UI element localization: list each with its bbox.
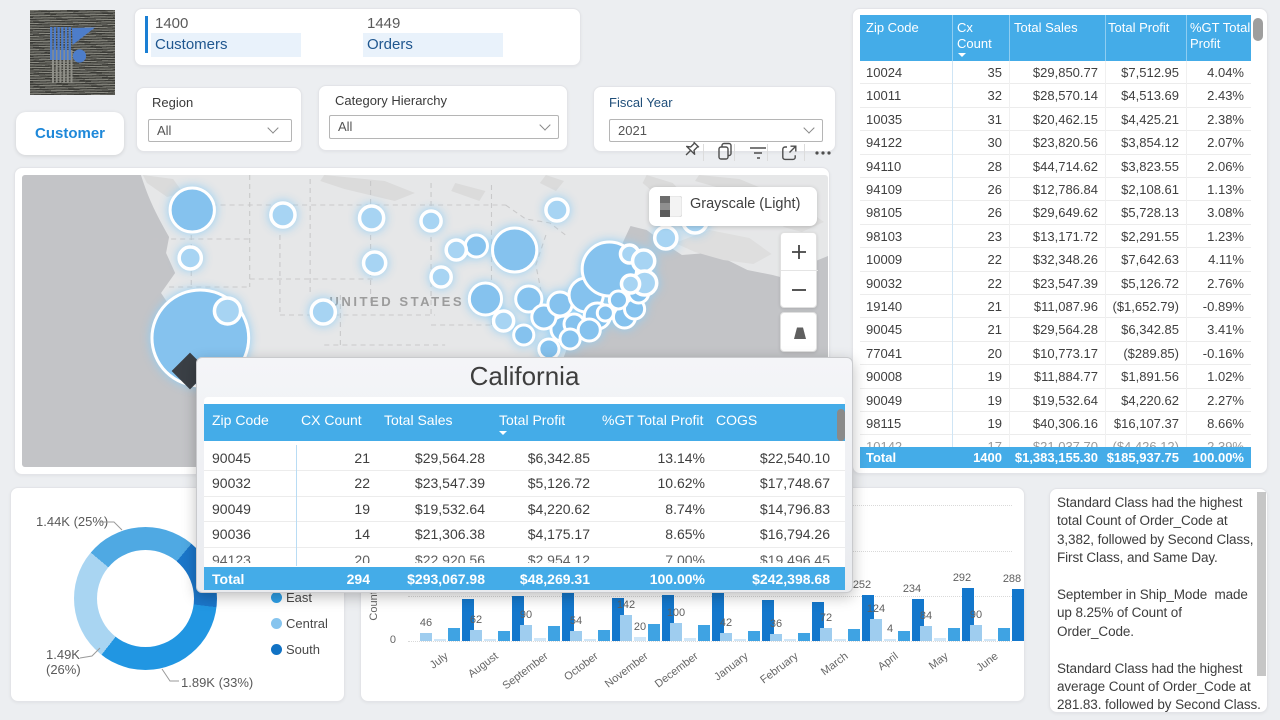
svg-text:UNITED STATES: UNITED STATES xyxy=(329,294,464,309)
